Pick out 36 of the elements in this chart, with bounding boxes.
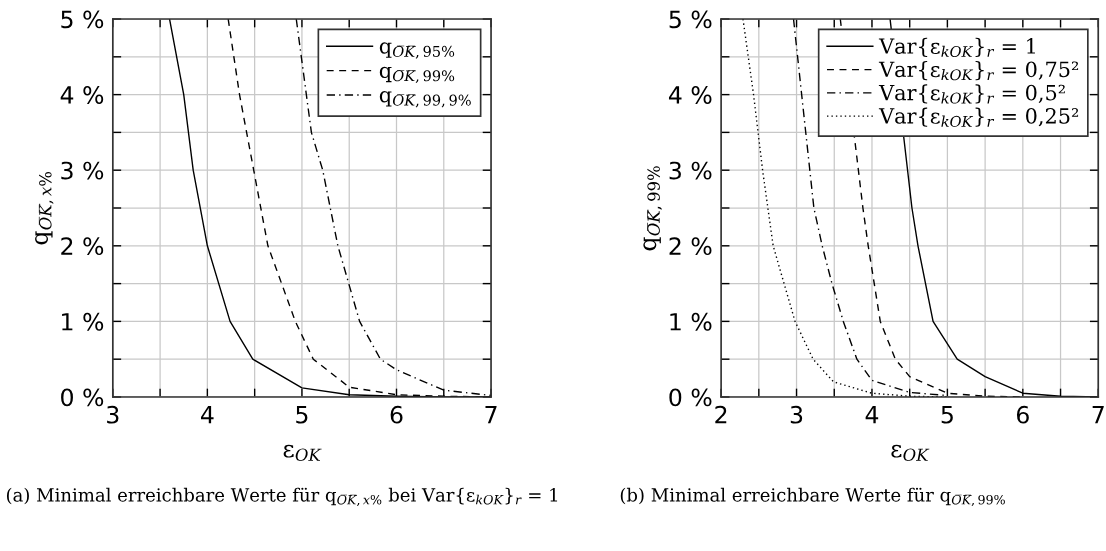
legend-label: Var{ε$_{kOK}$}$_{r}$ = 0,75² (878, 61, 1079, 81)
x-tick-label: 6 (1016, 405, 1029, 424)
y-tick-label: 2 % (669, 237, 712, 256)
x-axis-title: ε$_{OK}$ (891, 444, 930, 462)
legend-label: Var{ε$_{kOK}$}$_{r}$ = 0,25² (878, 107, 1079, 127)
legend-label: q$_{O̅K̅,99%}$ (379, 66, 455, 84)
y-tick-label: 2 % (61, 237, 104, 256)
y-tick-label: 4 % (60, 86, 104, 104)
x-tick-label: 3 (790, 405, 803, 424)
x-tick-label: 3 (107, 405, 119, 424)
x-tick-label: 5 (296, 406, 308, 424)
x-tick-label: 4 (865, 406, 879, 424)
legend-label: Var{ε$_{kOK}$}$_{r}$ = 0,5² (878, 84, 1065, 104)
y-tick-label: 0 % (669, 388, 712, 407)
y-tick-label: 3 % (669, 161, 712, 180)
y-tick-label: 5 % (61, 10, 104, 29)
text: (a) Minimal erreichbare Werte für q$_{O̅K̅,x%}$ bei Var{ε$_{kOK}$}$_{r}$ = 1 (6, 487, 558, 506)
y-tick-label: 5 % (669, 10, 712, 29)
x-tick-label: 2 (715, 405, 727, 424)
y-axis-title: q$_{O̅K̅,x%}$ (35, 171, 54, 245)
legend-label: q$_{O̅K̅,99,9%}$ (379, 91, 471, 108)
x-tick-label: 6 (390, 405, 403, 424)
y-axis-title: q$_{O̅K̅,99%}$ (643, 166, 662, 251)
x-tick-label: 7 (1092, 406, 1104, 424)
x-tick-label: 5 (941, 406, 953, 424)
y-tick-label: 0 % (61, 388, 104, 407)
legend-label: q$_{O̅K̅,95%}$ (379, 42, 455, 59)
text: (b) Minimal erreichbare Werte für q$_{O̅K̅,99%}$ (620, 487, 1005, 506)
x-axis-title: ε$_{OK}$ (283, 444, 322, 462)
y-tick-label: 1 % (62, 312, 104, 331)
x-tick-label: 4 (201, 406, 214, 424)
legend-label: Var{ε$_{kOK}$}$_{r}$ = 1 (878, 37, 1035, 58)
y-tick-label: 3 % (61, 161, 104, 180)
y-tick-label: 1 % (670, 312, 712, 331)
x-tick-label: 7 (485, 406, 497, 424)
y-tick-label: 4 % (668, 86, 712, 104)
